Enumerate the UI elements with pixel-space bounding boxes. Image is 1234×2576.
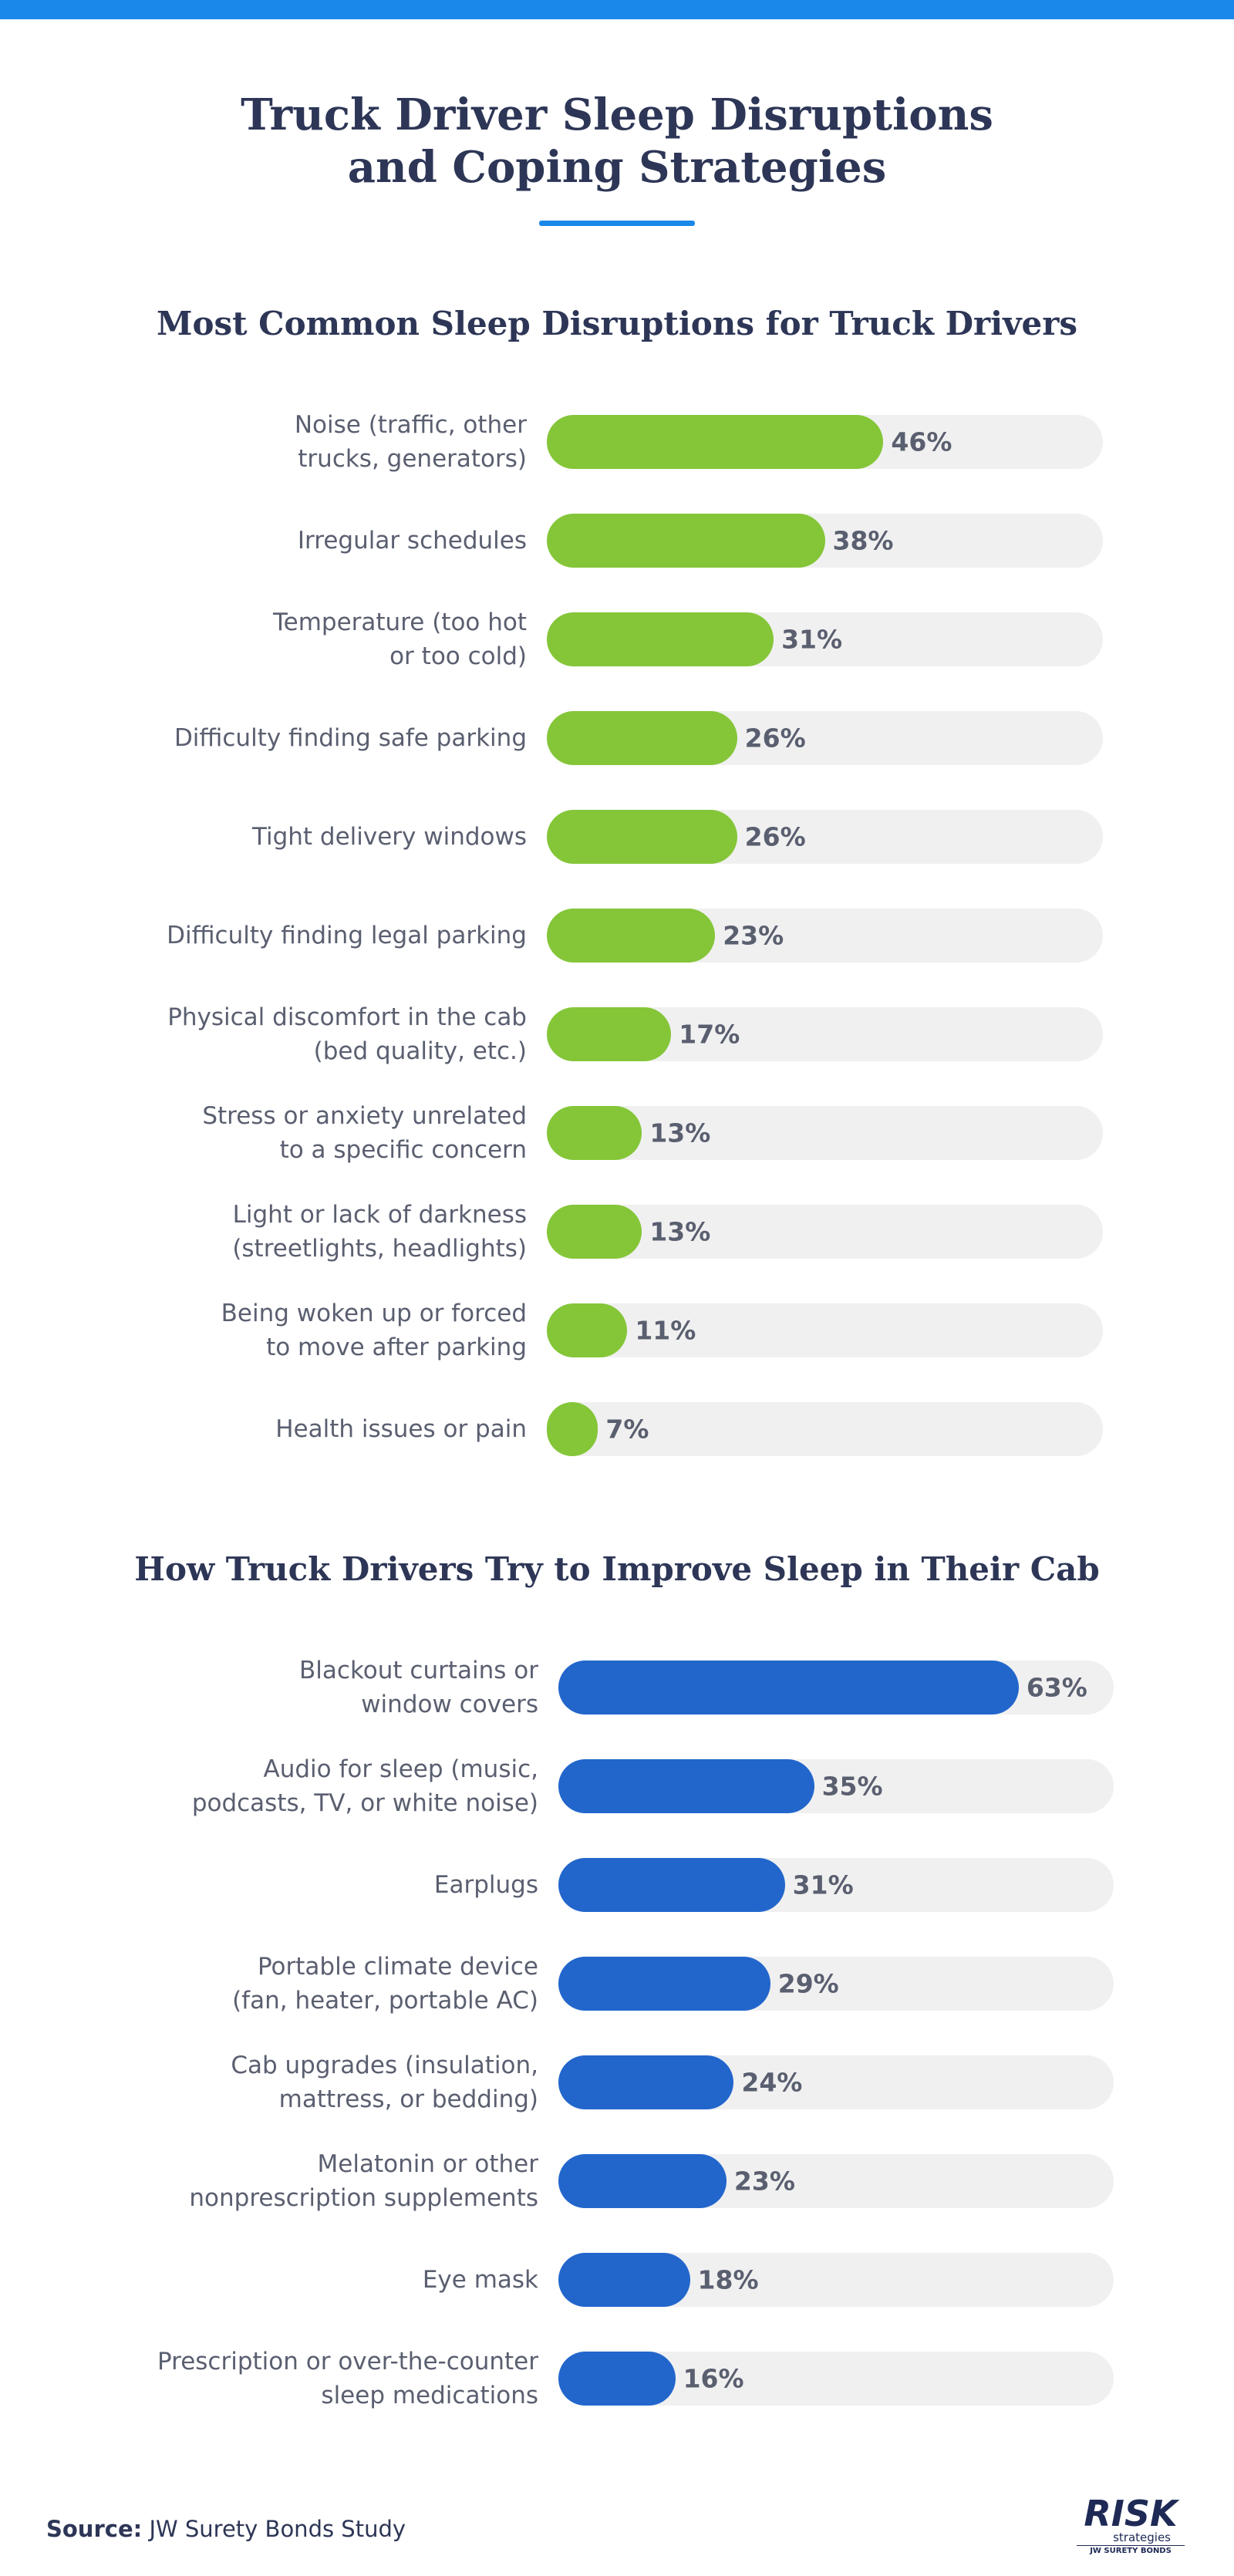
category-label: Eye mask <box>422 2266 538 2294</box>
bar <box>558 1661 1019 1715</box>
bar <box>547 514 825 568</box>
category-label: Prescription or over-the-counter sleep m… <box>157 2348 538 2409</box>
source-text: JW Surety Bonds Study <box>149 2516 406 2542</box>
bar <box>547 1402 598 1456</box>
value-label: 31% <box>792 1870 854 1900</box>
category-label: Tight delivery windows <box>251 823 527 851</box>
bar <box>547 1303 628 1357</box>
title-underline <box>539 221 695 226</box>
bar <box>547 810 737 864</box>
category-label: Noise (traffic, other trucks, generators… <box>294 411 527 473</box>
bar <box>547 711 737 765</box>
value-label: 35% <box>821 1771 883 1802</box>
value-label: 46% <box>891 427 952 457</box>
bar <box>558 2253 690 2307</box>
bar-track <box>547 1303 1103 1357</box>
logo-tag: JW SURETY BONDS <box>1077 2545 1185 2557</box>
category-label: Earplugs <box>433 1871 538 1899</box>
value-label: 17% <box>679 1019 740 1050</box>
value-label: 26% <box>744 723 806 754</box>
logo: RISK strategies JW SURETY BONDS <box>1077 2496 1185 2557</box>
category-label: Audio for sleep (music, podcasts, TV, or… <box>191 1755 538 1817</box>
value-label: 23% <box>733 2166 795 2197</box>
chart-title: How Truck Drivers Try to Improve Sleep i… <box>134 1550 1100 1588</box>
value-label: 24% <box>741 2067 803 2098</box>
bar <box>547 1205 642 1259</box>
category-label: Blackout curtains or window covers <box>299 1657 538 1718</box>
source: Source: JW Surety Bonds Study <box>46 2516 406 2542</box>
value-label: 16% <box>683 2363 744 2394</box>
page-title: Truck Driver Sleep Disruptions and Copin… <box>241 89 993 193</box>
value-label: 23% <box>723 920 784 951</box>
category-label: Health issues or pain <box>275 1415 527 1443</box>
bar <box>547 909 716 963</box>
value-label: 13% <box>649 1118 711 1148</box>
category-label: Melatonin or other nonprescription suppl… <box>189 2150 538 2212</box>
category-label: Being woken up or forced to move after p… <box>221 1300 527 1361</box>
value-label: 7% <box>605 1414 649 1445</box>
value-label: 18% <box>697 2264 759 2295</box>
logo-main: RISK <box>1084 2493 1178 2534</box>
category-label: Difficulty finding safe parking <box>174 724 527 752</box>
bar <box>547 1106 642 1160</box>
category-label: Irregular schedules <box>297 527 527 555</box>
bar <box>558 2352 676 2406</box>
category-label: Temperature (too hot or too cold) <box>272 609 527 670</box>
bar <box>558 2055 734 2109</box>
bar <box>558 2154 727 2208</box>
value-label: 31% <box>781 624 843 655</box>
chart-title: Most Common Sleep Disruptions for Truck … <box>156 305 1077 342</box>
bar <box>558 1858 785 1912</box>
top-stripe <box>0 0 1234 19</box>
category-label: Stress or anxiety unrelated to a specifi… <box>202 1102 527 1164</box>
value-label: 11% <box>635 1315 696 1346</box>
value-label: 29% <box>777 1968 839 1999</box>
category-label: Light or lack of darkness (streetlights,… <box>232 1201 527 1263</box>
bar <box>547 612 774 666</box>
logo-sub: strategies <box>1113 2530 1171 2544</box>
category-label: Difficulty finding legal parking <box>167 922 527 949</box>
source-label: Source: <box>46 2516 143 2542</box>
bar <box>558 1957 770 2011</box>
bar <box>547 1007 672 1061</box>
category-label: Portable climate device (fan, heater, po… <box>232 1953 538 2015</box>
bar-track <box>547 1402 1103 1456</box>
value-label: 38% <box>832 525 894 556</box>
category-label: Physical discomfort in the cab (bed qual… <box>167 1003 527 1065</box>
value-label: 13% <box>649 1216 711 1247</box>
category-label: Cab upgrades (insulation, mattress, or b… <box>231 2052 538 2113</box>
bar <box>558 1759 814 1813</box>
value-label: 63% <box>1026 1672 1087 1703</box>
bar <box>547 415 884 469</box>
value-label: 26% <box>744 821 806 852</box>
